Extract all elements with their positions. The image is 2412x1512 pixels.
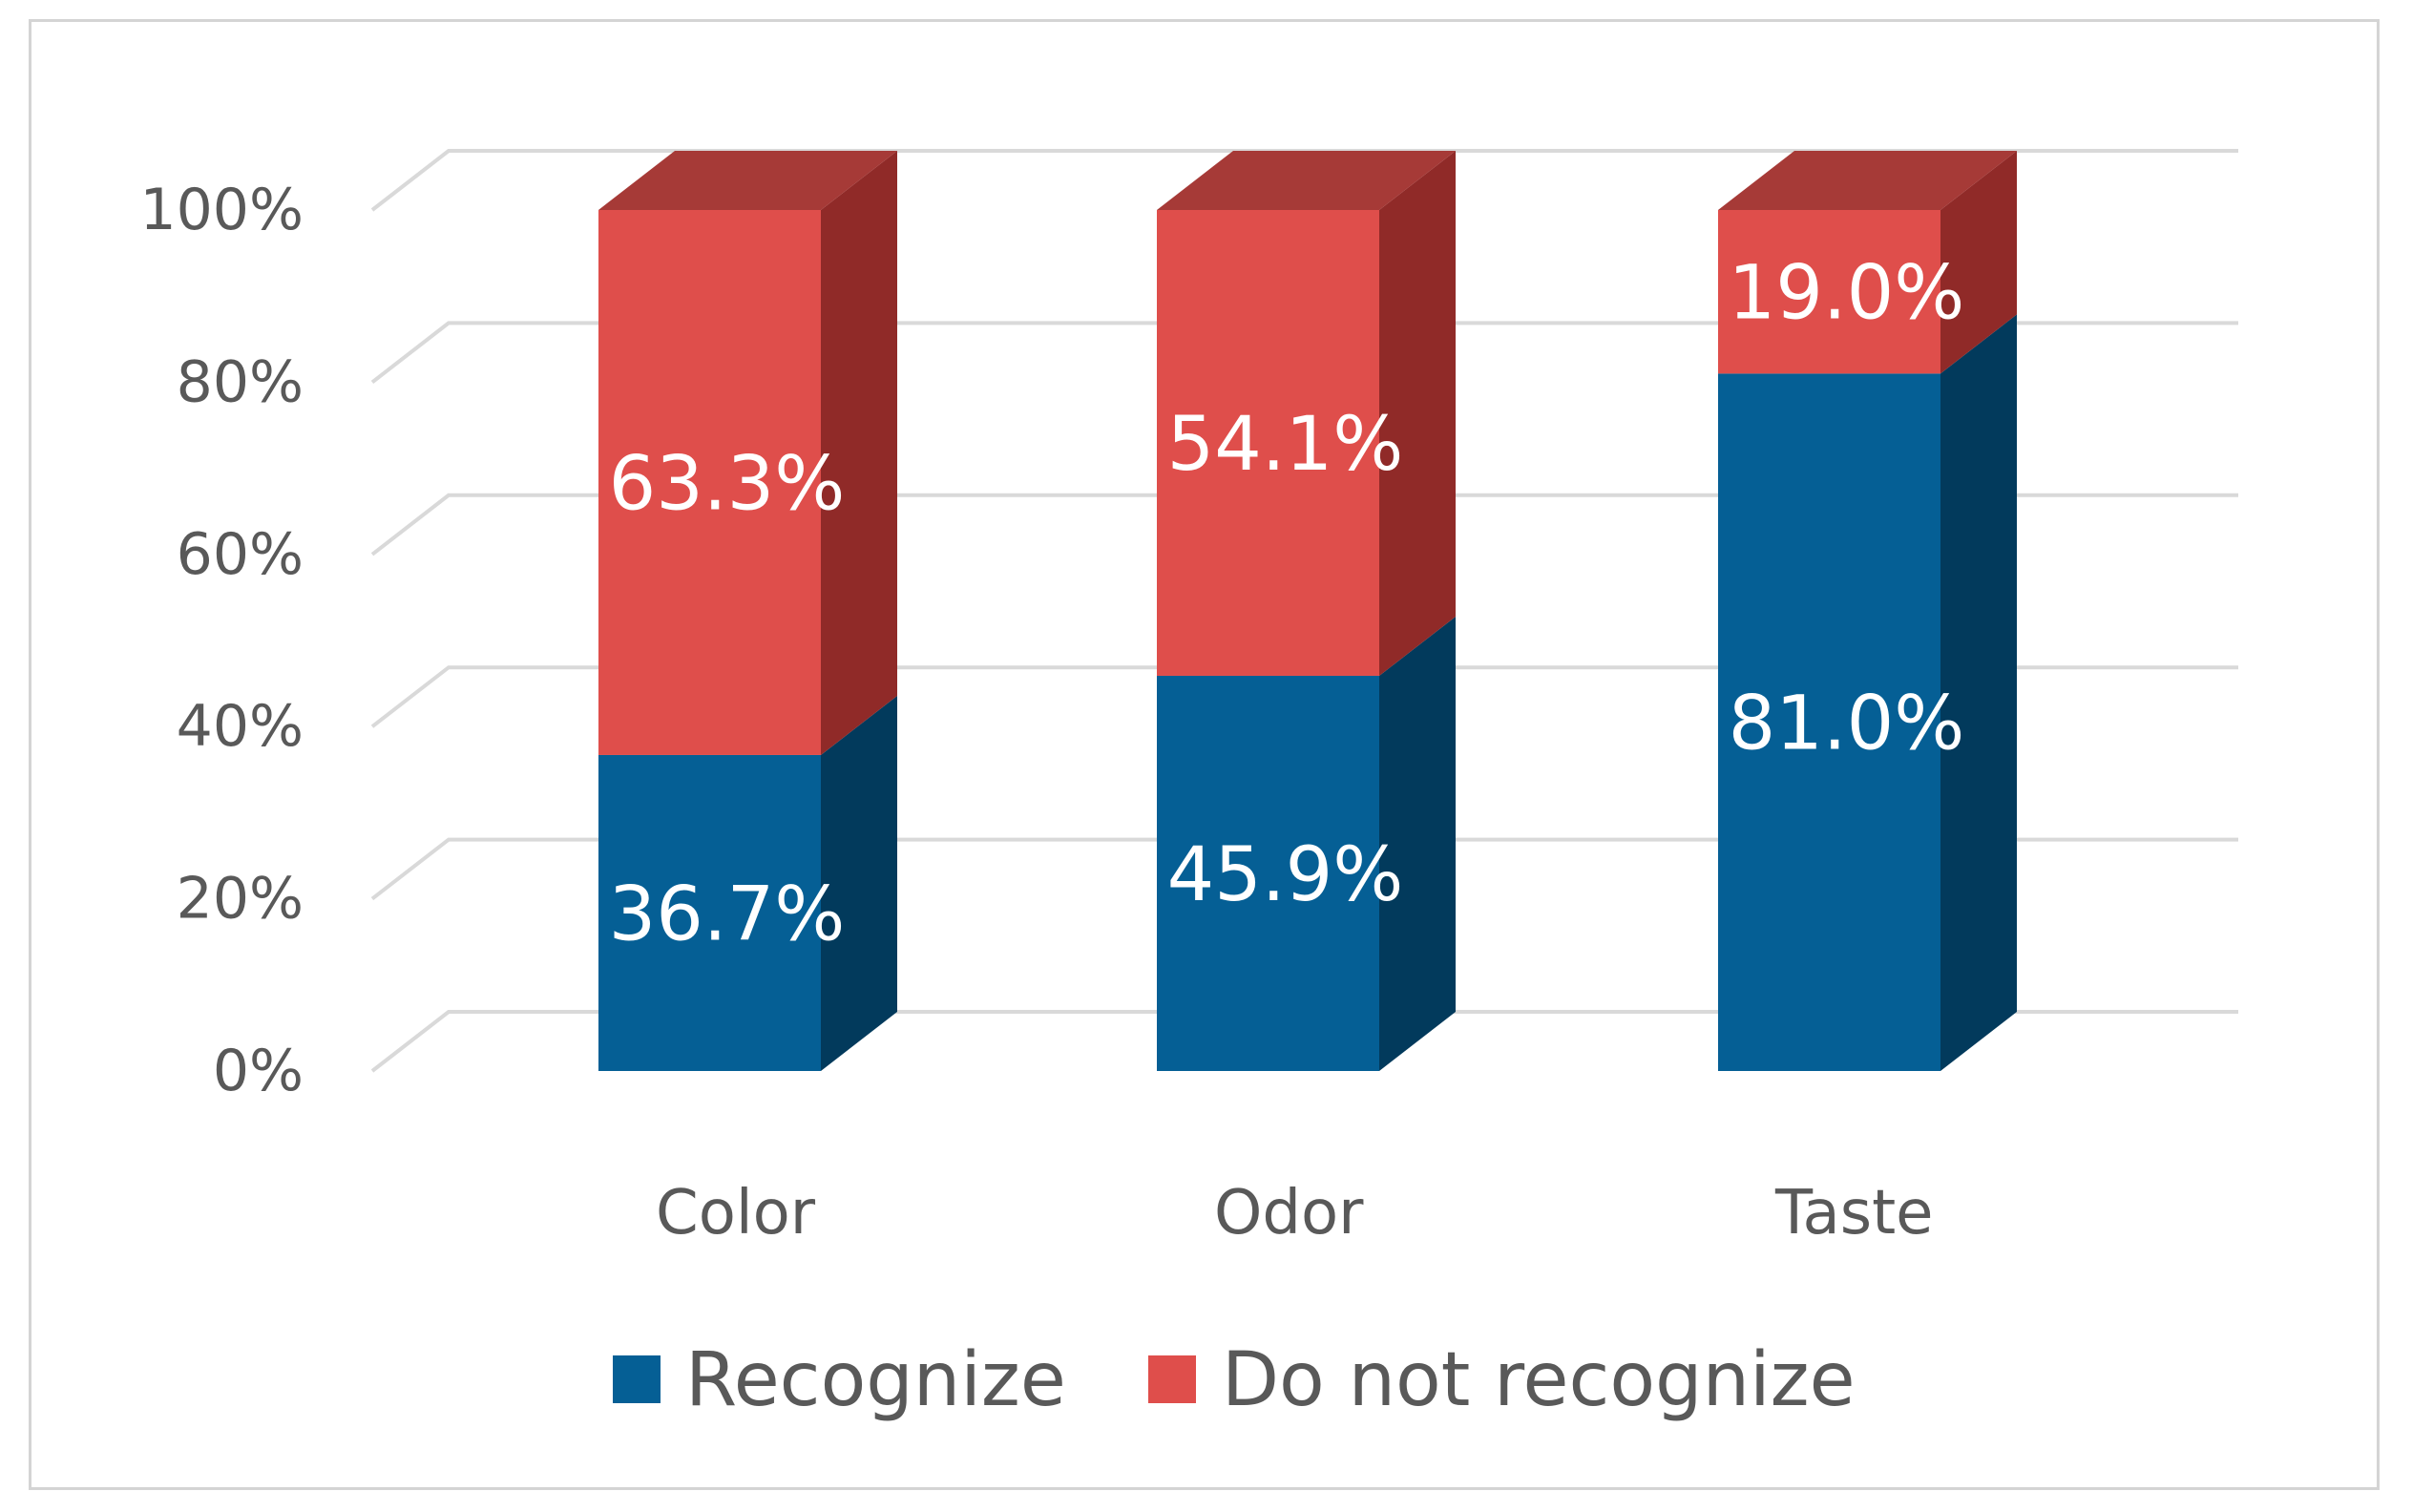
bar-not-recognize-side [1940, 151, 2017, 374]
data-label-not-recognize: 63.3% [609, 441, 846, 527]
legend-label-recognize: Recognize [685, 1337, 1066, 1423]
bar-not-recognize-top [598, 151, 897, 210]
bar-not-recognize-front [1157, 210, 1379, 676]
bar-recognize-side [821, 695, 897, 1071]
gridline [370, 493, 2238, 556]
y-tick-label: 60% [177, 521, 304, 588]
gridlines [370, 149, 2238, 1073]
legend-swatch-recognize [613, 1355, 661, 1403]
gridline [370, 837, 2238, 901]
data-label-not-recognize: 19.0% [1729, 251, 1965, 337]
x-tick-label: Odor [1214, 1178, 1364, 1249]
legend-label-not-recognize: Do not recognize [1222, 1337, 1856, 1423]
bar-recognize-front [1157, 675, 1379, 1071]
gridline [370, 149, 2238, 212]
data-label-not-recognize: 54.1% [1167, 402, 1404, 488]
legend: Recognize Do not recognize [613, 1337, 1856, 1423]
y-tick-label: 80% [177, 348, 304, 415]
bar-not-recognize-front [598, 210, 821, 755]
x-axis-labels: Color Odor Taste [656, 1178, 1934, 1249]
bar-recognize-side [1379, 616, 1456, 1071]
bar-recognize-front [1718, 373, 1940, 1071]
y-tick-label: 0% [213, 1038, 304, 1104]
bar-not-recognize-front [1718, 210, 1940, 374]
data-label-recognize: 45.9% [1167, 832, 1404, 918]
x-tick-label: Taste [1774, 1178, 1934, 1249]
bar-not-recognize-side [1379, 151, 1456, 676]
y-tick-label: 20% [177, 866, 304, 933]
bar-recognize-side [1940, 314, 2017, 1071]
data-label-recognize: 36.7% [609, 872, 846, 957]
bars: 36.7% 63.3% 45.9% 54.1% 81.0% 19.0% [598, 151, 2017, 1071]
y-tick-label: 40% [177, 693, 304, 760]
gridline [370, 665, 2238, 728]
y-tick-label: 100% [139, 177, 304, 243]
data-label-recognize: 81.0% [1729, 682, 1965, 767]
x-tick-label: Color [656, 1178, 816, 1249]
bar-not-recognize-top [1718, 151, 2017, 210]
bar-not-recognize-top [1157, 151, 1456, 210]
bar-not-recognize-side [821, 151, 897, 755]
legend-swatch-not-recognize [1148, 1355, 1196, 1403]
bar-recognize-front [598, 754, 821, 1071]
gridline [370, 321, 2238, 384]
y-axis-ticks: 0% 20% 40% 60% 80% 100% [139, 177, 304, 1104]
gridline [370, 1010, 2238, 1073]
